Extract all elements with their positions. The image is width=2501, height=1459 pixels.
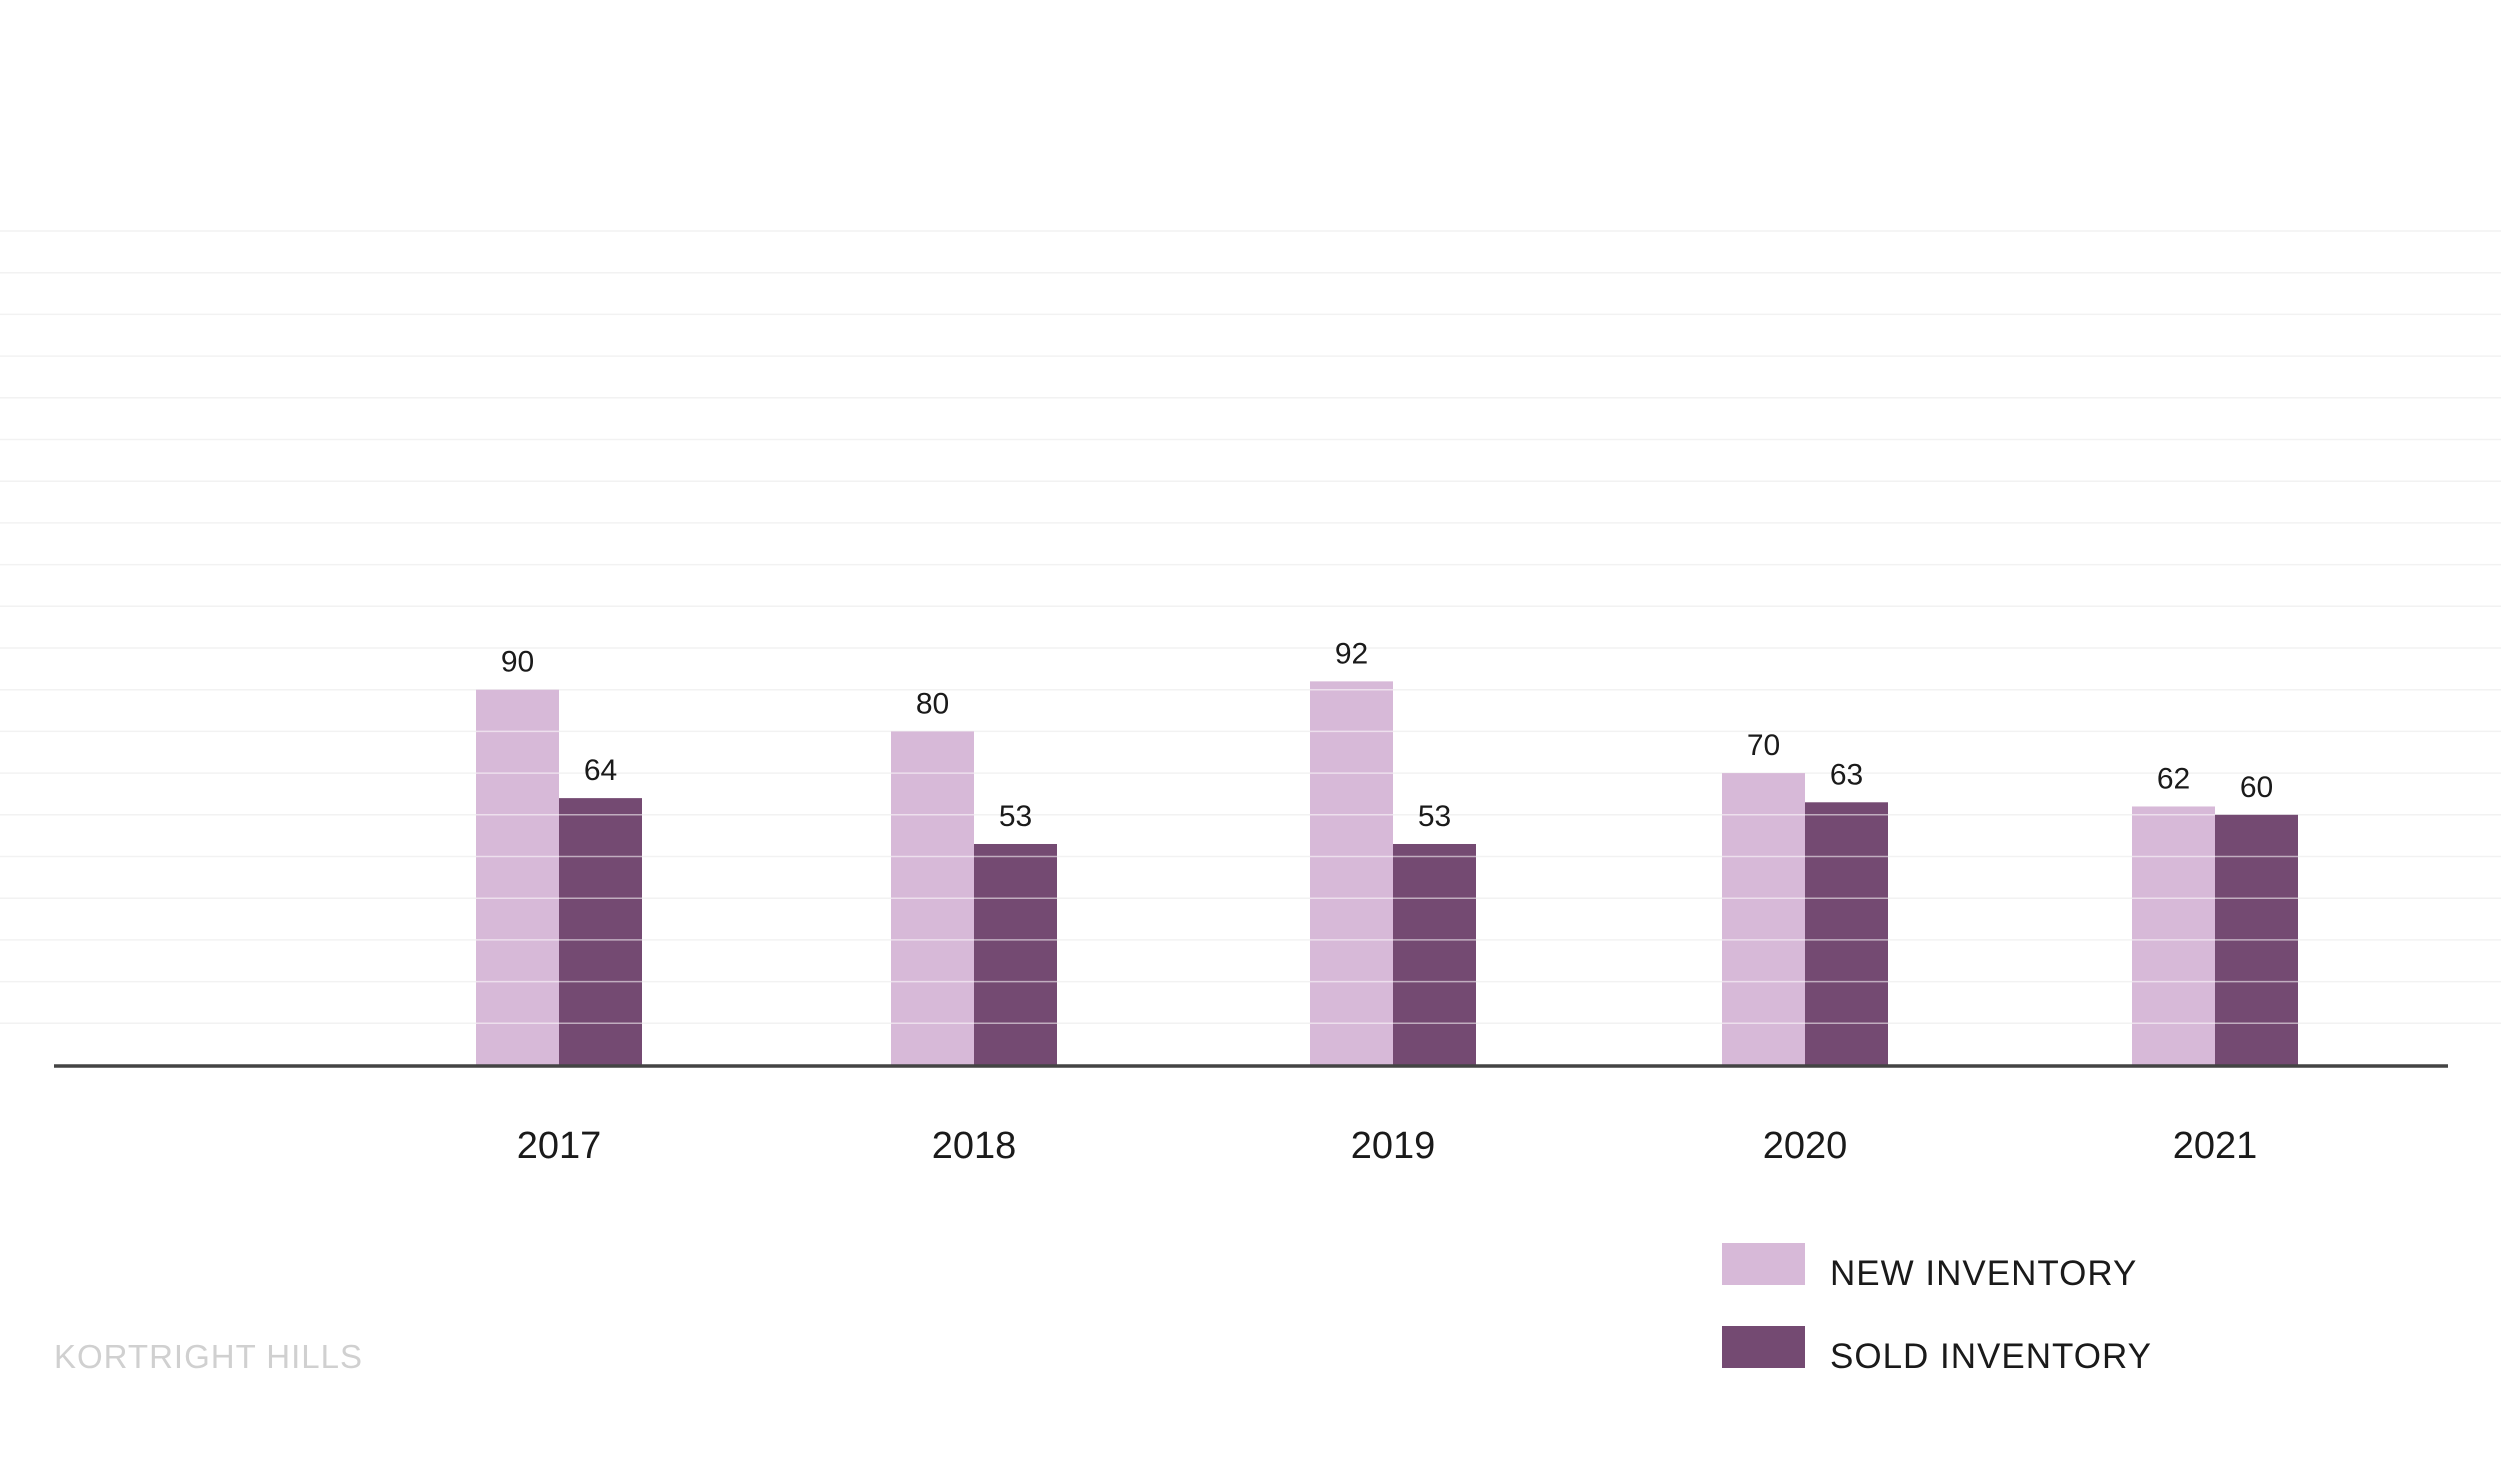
legend-label-sold-inventory: SOLD INVENTORY [1830,1337,2152,1376]
legend: NEW INVENTORY SOLD INVENTORY [1722,1243,2152,1376]
data-label-new-inventory-2019: 92 [1335,637,1368,670]
x-tick-label-2019: 2019 [1351,1125,1436,1167]
x-tick-label-2017: 2017 [517,1125,602,1167]
x-tick-label-2018: 2018 [932,1125,1017,1167]
x-tick-label-2020: 2020 [1763,1125,1848,1167]
bar-new-inventory-2021 [2132,806,2215,1065]
data-label-new-inventory-2018: 80 [916,687,949,720]
legend-label-new-inventory: NEW INVENTORY [1830,1254,2137,1293]
data-label-new-inventory-2017: 90 [501,646,534,679]
data-label-sold-inventory-2018: 53 [999,800,1032,833]
bar-new-inventory-2017 [476,689,559,1065]
bar-sold-inventory-2020 [1805,802,1888,1065]
data-label-new-inventory-2021: 62 [2157,762,2190,795]
bar-gridlines [476,688,2298,1025]
data-label-sold-inventory-2021: 60 [2240,771,2273,804]
brand-watermark: KORTRIGHT HILLS [54,1338,363,1375]
bar-new-inventory-2019 [1310,681,1393,1065]
legend-swatch-new-inventory [1722,1243,1805,1285]
data-label-sold-inventory-2019: 53 [1418,800,1451,833]
bar-sold-inventory-2019 [1393,843,1476,1065]
bars [476,681,2298,1065]
legend-swatch-sold-inventory [1722,1326,1805,1368]
bar-new-inventory-2020 [1722,773,1805,1065]
gridlines [0,230,2501,1025]
x-tick-label-2021: 2021 [2173,1125,2258,1167]
x-tick-labels: 2017 2018 2019 2020 2021 [517,1125,2258,1167]
bar-sold-inventory-2017 [559,798,642,1065]
data-label-sold-inventory-2017: 64 [584,754,617,787]
data-label-new-inventory-2020: 70 [1747,729,1780,762]
bar-sold-inventory-2018 [974,843,1057,1065]
data-label-sold-inventory-2020: 63 [1830,758,1863,791]
value-labels: 90 64 80 53 92 53 70 63 62 60 [501,637,2273,833]
